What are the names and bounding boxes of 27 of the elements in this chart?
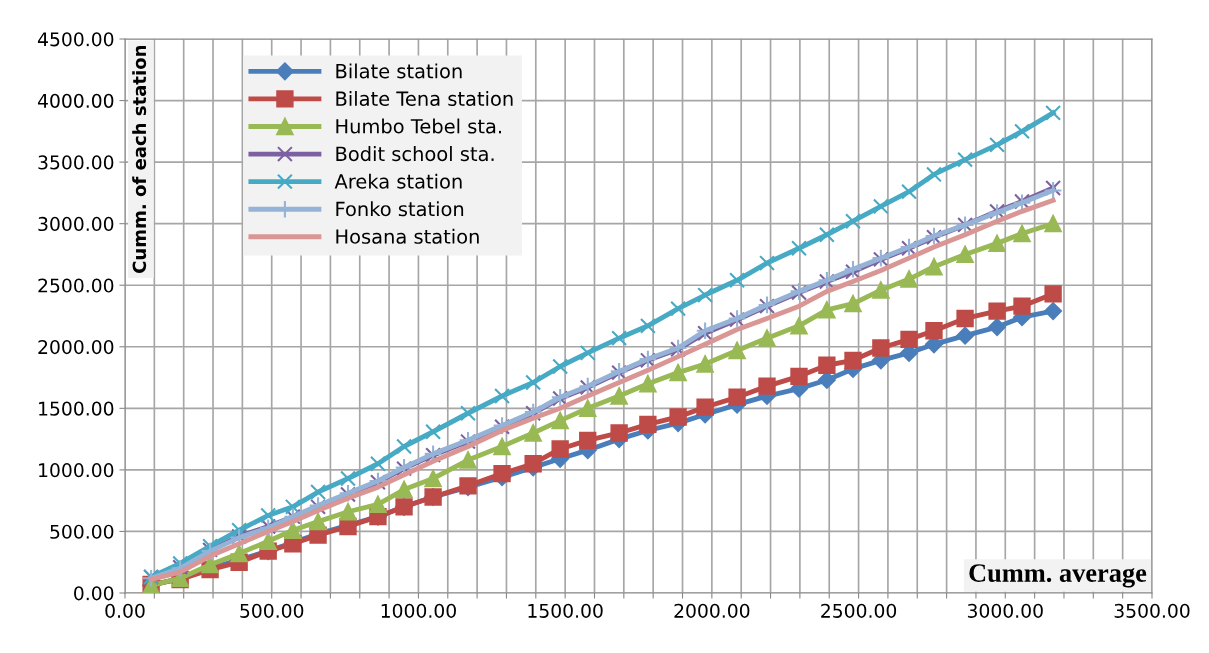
y-tick-label: 2000.00 (38, 339, 114, 355)
y-tick-label: 1000.00 (39, 463, 114, 478)
y-axis-title: Cumm. of each station (132, 45, 147, 273)
x-tick-label: 3000.00 (967, 603, 1043, 618)
x-tick-label: 500.00 (240, 603, 304, 618)
x-tick-label: 2000.00 (674, 603, 750, 618)
x-tick-label: 0.00 (105, 603, 145, 618)
x-tick-label: 1500.00 (528, 603, 603, 618)
y-tick-label: 500.00 (50, 524, 114, 539)
x-tick-label: 3500.00 (1114, 603, 1190, 618)
y-tick-label: 2500.00 (38, 278, 114, 293)
y-tick-label: 3500.00 (38, 155, 114, 170)
legend-label: Humbo Tebel sta. (336, 118, 501, 134)
y-tick-label: 3000.00 (38, 216, 114, 232)
legend-label: Bilate Tena station (336, 90, 513, 107)
x-axis-title: Cumm. average (969, 564, 1147, 588)
y-tick-label: 4000.00 (37, 93, 114, 108)
y-tick-label: 4500.00 (37, 32, 114, 47)
y-tick-label: 0.00 (74, 586, 114, 601)
x-tick-label: 1000.00 (381, 603, 456, 618)
legend-label: Areka station (334, 173, 462, 189)
legend-label: Bodit school sta. (336, 146, 494, 162)
legend-label: Fonko station (336, 201, 464, 217)
y-tick-label: 1500.00 (39, 401, 114, 416)
legend-label: Bilate station (336, 63, 462, 79)
x-tick-label: 2500.00 (821, 603, 897, 618)
legend-label: Hosana station (336, 228, 479, 244)
